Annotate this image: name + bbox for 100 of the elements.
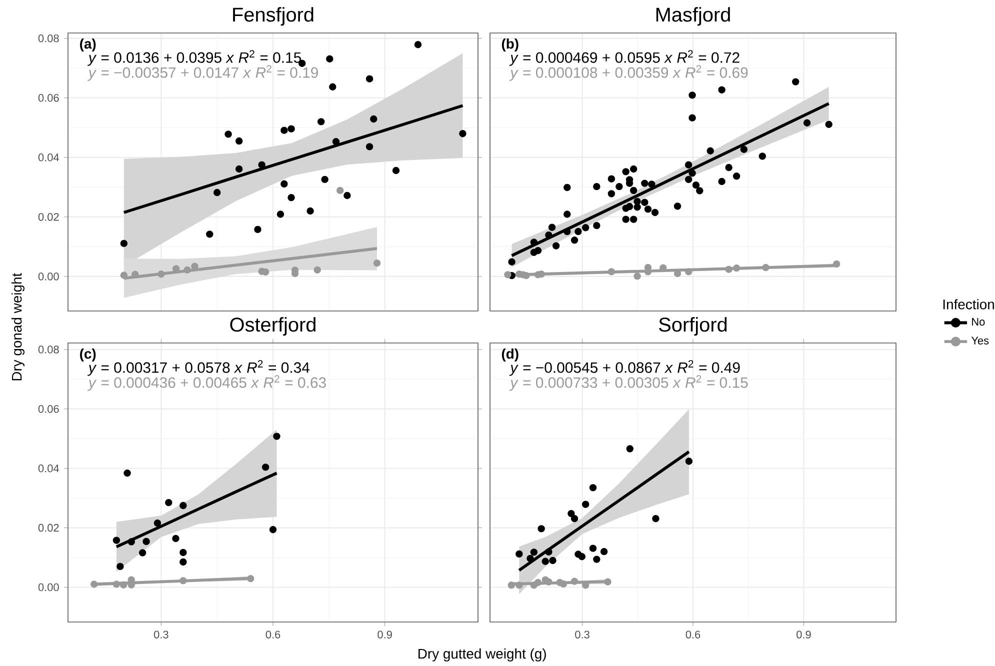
annotation: (a) xyxy=(80,38,96,52)
point xyxy=(184,266,191,274)
line-series xyxy=(114,472,278,548)
point xyxy=(732,264,740,272)
point xyxy=(622,168,630,176)
point xyxy=(718,178,726,186)
point xyxy=(172,534,180,542)
point xyxy=(652,515,660,522)
point xyxy=(120,240,128,248)
point xyxy=(548,224,556,231)
point xyxy=(608,175,616,182)
point xyxy=(366,75,374,82)
point xyxy=(165,498,172,506)
point xyxy=(725,164,732,172)
point xyxy=(206,230,214,238)
annotation: y = 0.000469 + 0.0595 x R$^{2}$ = 0.72 xyxy=(509,50,740,66)
point xyxy=(634,272,641,280)
point xyxy=(634,204,641,211)
y-tick-label: 0.06 xyxy=(38,405,59,413)
point xyxy=(593,556,600,563)
point xyxy=(684,268,692,276)
point xyxy=(254,226,262,234)
point xyxy=(600,548,608,556)
point xyxy=(542,558,549,565)
point xyxy=(582,500,590,508)
annotation: y = −0.00545 + 0.0867 x R$^{2}$ = 0.49 xyxy=(509,360,740,376)
point xyxy=(504,271,512,278)
x-axis-title: Dry gutted weight (g) xyxy=(418,648,546,662)
point xyxy=(545,548,552,556)
point xyxy=(329,83,336,90)
point xyxy=(128,538,135,546)
point xyxy=(224,130,232,138)
point xyxy=(641,180,648,187)
point xyxy=(616,182,623,190)
point xyxy=(459,130,466,138)
point xyxy=(568,510,575,518)
point xyxy=(564,184,571,192)
point xyxy=(626,202,634,210)
point xyxy=(608,190,616,198)
point xyxy=(138,549,146,556)
point xyxy=(564,228,571,236)
point xyxy=(112,536,120,544)
annotation: y = −0.00357 + 0.0147 x R$^{2}$ = 0.19 xyxy=(88,65,318,81)
point xyxy=(530,238,538,246)
point xyxy=(90,580,98,588)
annotation: (d) xyxy=(502,348,518,362)
point xyxy=(530,248,538,256)
point xyxy=(674,202,682,210)
point xyxy=(522,272,530,280)
x-tick-label: 0.9 xyxy=(796,630,811,638)
y-tick-label: 0.04 xyxy=(38,464,59,472)
point xyxy=(589,544,597,552)
point xyxy=(262,464,270,471)
point xyxy=(336,186,344,194)
point xyxy=(526,554,534,562)
point xyxy=(626,445,634,452)
point xyxy=(582,224,590,232)
point xyxy=(370,115,378,123)
point xyxy=(317,118,325,126)
chart-title: Osterfjord xyxy=(230,317,316,336)
point xyxy=(630,165,638,173)
point xyxy=(314,266,321,274)
point xyxy=(803,119,811,126)
y-tick-label: 0.02 xyxy=(38,524,59,532)
point xyxy=(552,242,560,250)
point xyxy=(288,194,295,202)
point xyxy=(684,176,692,184)
point xyxy=(332,138,340,146)
point xyxy=(288,125,295,132)
point xyxy=(688,114,696,122)
x-tick-label: 0.3 xyxy=(575,630,590,638)
chart-title: Sorfjord xyxy=(659,317,727,336)
point xyxy=(392,166,400,174)
point xyxy=(280,126,288,134)
x-tick-label: 0.6 xyxy=(266,630,280,638)
point xyxy=(306,207,314,215)
point xyxy=(608,268,616,276)
point xyxy=(630,216,638,223)
point xyxy=(142,538,150,546)
point xyxy=(258,161,266,168)
point xyxy=(578,553,586,560)
x-tick-label: 0.3 xyxy=(154,630,168,638)
point xyxy=(276,210,284,218)
point xyxy=(213,188,221,196)
point xyxy=(604,578,612,586)
point xyxy=(280,180,288,188)
point xyxy=(688,92,696,99)
point xyxy=(762,264,770,272)
point xyxy=(516,550,523,558)
point xyxy=(273,432,280,440)
y-tick-label: 0.08 xyxy=(38,34,59,42)
legend-label: No xyxy=(972,318,985,326)
legend-label: Yes xyxy=(971,336,989,344)
point xyxy=(191,262,198,270)
point xyxy=(732,172,740,180)
point xyxy=(549,556,556,564)
point xyxy=(235,165,243,173)
point xyxy=(651,208,659,216)
point xyxy=(648,180,656,188)
annotation: y = 0.00317 + 0.0578 x R$^{2}$ = 0.34 xyxy=(88,360,310,376)
